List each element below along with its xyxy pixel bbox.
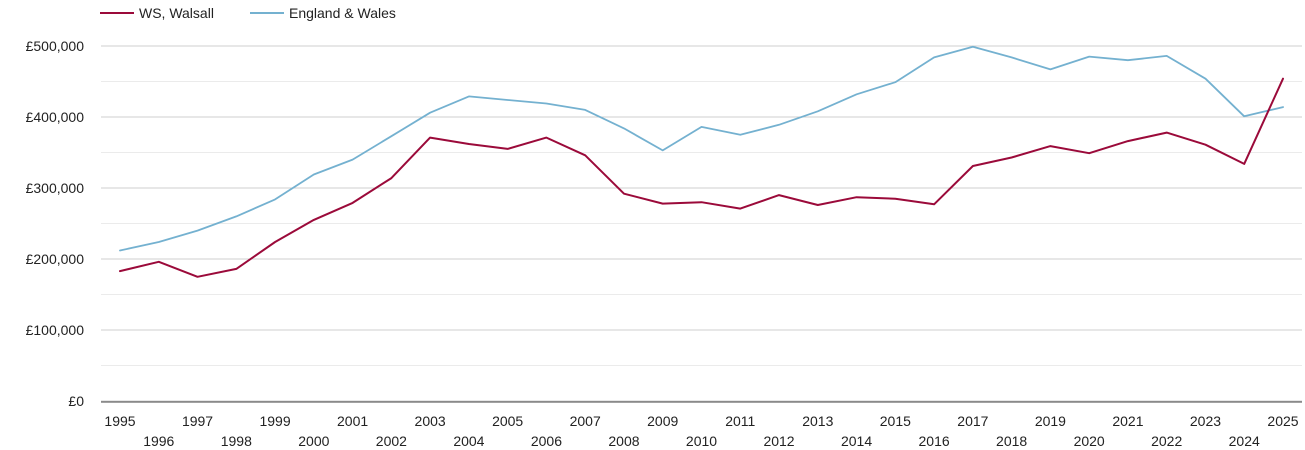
series-layer (119, 45, 1284, 278)
x-tick-label: 2023 (1190, 413, 1221, 429)
x-tick-label: 2000 (298, 433, 329, 449)
x-tick-label: 2003 (415, 413, 446, 429)
x-tick-label: 2022 (1151, 433, 1182, 449)
x-tick-label: 2014 (841, 433, 872, 449)
x-tick-label: 2001 (337, 413, 368, 429)
x-tick-label: 1997 (182, 413, 213, 429)
x-tick-label: 2021 (1112, 413, 1143, 429)
y-tick-label: £200,000 (26, 251, 85, 267)
y-tick-label: £300,000 (26, 180, 85, 196)
x-tick-label: 2017 (957, 413, 988, 429)
series-line-england-wales (119, 45, 1284, 252)
x-tick-label: 2013 (802, 413, 833, 429)
x-tick-label: 2025 (1267, 413, 1298, 429)
x-tick-label: 2010 (686, 433, 717, 449)
x-tick-label: 2015 (880, 413, 911, 429)
legend-item-walsall: WS, Walsall (100, 5, 214, 21)
legend-item-england-wales: England & Wales (250, 5, 396, 21)
x-tick-label: 2024 (1229, 433, 1260, 449)
x-tick-label: 2009 (647, 413, 678, 429)
x-axis: 1995 1996 1997 1998 1999 2000 2001 2002 2003 2004… (101, 401, 1302, 449)
y-tick-label: £500,000 (26, 38, 85, 54)
y-tick-label: £0 (68, 393, 84, 409)
x-tick-label: 1999 (259, 413, 290, 429)
x-tick-label: 2002 (376, 433, 407, 449)
legend-label-walsall: WS, Walsall (139, 5, 214, 21)
x-tick-label: 1996 (143, 433, 174, 449)
x-tick-label: 2007 (570, 413, 601, 429)
x-tick-label: 2011 (725, 413, 755, 429)
y-axis: £0 £100,000 £200,000 £300,000 £400,000 £500,0… (26, 38, 85, 409)
gridlines (101, 45, 1302, 402)
y-tick-label: £400,000 (26, 109, 85, 125)
x-tick-label: 2016 (919, 433, 950, 449)
x-tick-label: 1995 (104, 413, 135, 429)
x-tick-label: 2020 (1074, 433, 1105, 449)
legend: WS, Walsall England & Wales (100, 5, 396, 21)
x-tick-label: 2019 (1035, 413, 1066, 429)
legend-label-england-wales: England & Wales (289, 5, 396, 21)
x-tick-label: 2018 (996, 433, 1027, 449)
series-line-walsall (119, 77, 1284, 278)
x-tick-label: 2008 (608, 433, 639, 449)
x-tick-label: 2006 (531, 433, 562, 449)
y-tick-label: £100,000 (26, 322, 85, 338)
x-tick-label: 2012 (763, 433, 794, 449)
x-tick-label: 2005 (492, 413, 523, 429)
x-tick-label: 2004 (453, 433, 484, 449)
x-tick-label: 1998 (221, 433, 252, 449)
